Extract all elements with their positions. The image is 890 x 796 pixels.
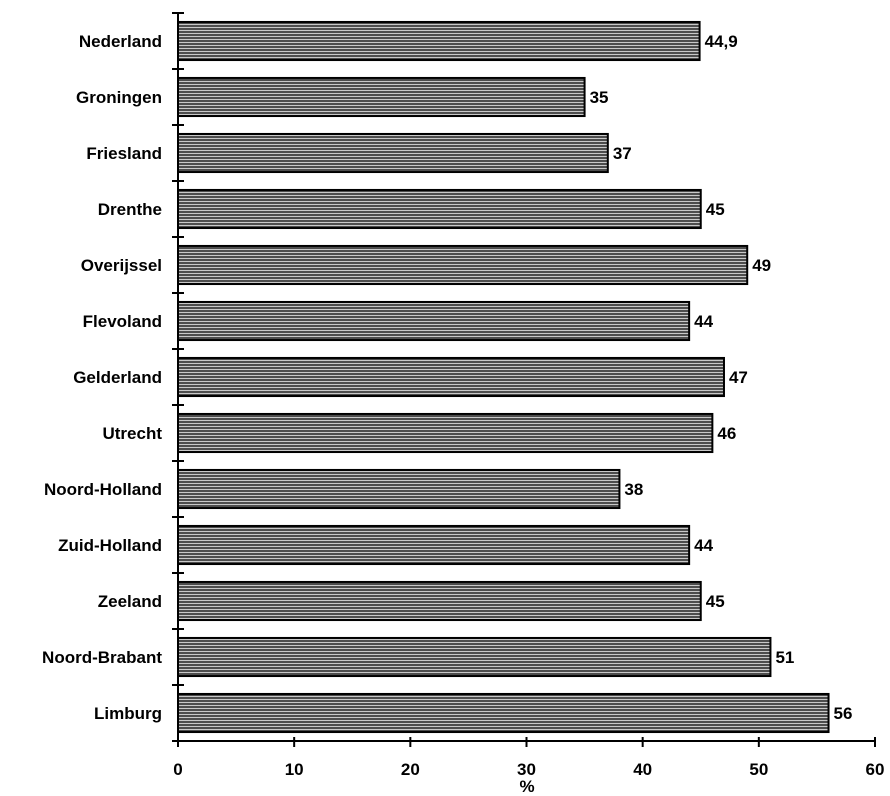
category-label: Utrecht <box>102 424 162 443</box>
value-label: 35 <box>590 88 609 107</box>
category-label: Overijssel <box>81 256 162 275</box>
category-label: Gelderland <box>73 368 162 387</box>
value-label: 45 <box>706 200 725 219</box>
bar-friesland <box>177 132 609 174</box>
category-label: Noord-Brabant <box>42 648 162 667</box>
x-tick-label: 30 <box>517 760 536 779</box>
bar-noord-brabant <box>177 636 772 678</box>
bars-layer: 44,9 Nederland 35 Groningen 37 Friesland 45 Dre… <box>42 20 853 734</box>
category-label: Limburg <box>94 704 162 723</box>
value-label: 47 <box>729 368 748 387</box>
value-label: 38 <box>624 480 643 499</box>
bar-zuid-holland <box>177 524 691 566</box>
x-tick-label: 50 <box>749 760 768 779</box>
x-tick-label: 40 <box>633 760 652 779</box>
category-label: Friesland <box>86 144 162 163</box>
bar-limburg <box>177 692 830 734</box>
category-label: Zeeland <box>98 592 162 611</box>
value-label: 45 <box>706 592 725 611</box>
axis-layer: 0 10 20 30 40 50 60 <box>172 12 885 779</box>
value-label: 46 <box>717 424 736 443</box>
bar-gelderland <box>177 356 725 398</box>
value-label: 44 <box>694 536 713 555</box>
value-label: 44 <box>694 312 713 331</box>
bar-overijssel <box>177 244 749 286</box>
x-tick-label: 10 <box>285 760 304 779</box>
value-label: 51 <box>775 648 794 667</box>
x-axis-title: % <box>519 777 534 796</box>
bar-drenthe <box>177 188 702 230</box>
bar-flevoland <box>177 300 691 342</box>
value-label: 56 <box>834 704 853 723</box>
value-label: 44,9 <box>705 32 738 51</box>
x-tick-label: 20 <box>401 760 420 779</box>
bar-utrecht <box>177 412 714 454</box>
category-label: Flevoland <box>83 312 162 331</box>
x-tick-label: 60 <box>866 760 885 779</box>
category-label: Drenthe <box>98 200 162 219</box>
category-label: Zuid-Holland <box>58 536 162 555</box>
x-tick-label: 0 <box>173 760 182 779</box>
category-label: Nederland <box>79 32 162 51</box>
category-label: Noord-Holland <box>44 480 162 499</box>
value-label: 49 <box>752 256 771 275</box>
bar-groningen <box>177 76 586 118</box>
value-label: 37 <box>613 144 632 163</box>
category-label: Groningen <box>76 88 162 107</box>
bar-zeeland <box>177 580 702 622</box>
bar-nederland <box>177 20 701 62</box>
bar-noord-holland <box>177 468 621 510</box>
